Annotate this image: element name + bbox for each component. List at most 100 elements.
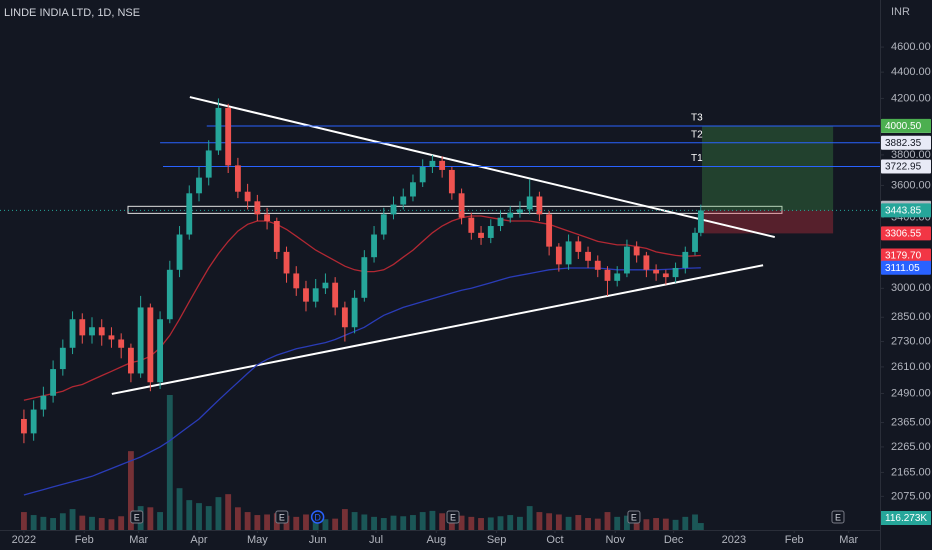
x-tick-label: Jun — [309, 534, 327, 546]
volume-bar — [526, 506, 533, 530]
candle-body — [614, 273, 621, 281]
volume-bar — [546, 513, 553, 530]
x-tick-label: May — [247, 534, 268, 546]
price-label: 3722.95 — [885, 162, 922, 173]
x-tick-label: 2023 — [722, 534, 746, 546]
candle-body — [303, 288, 309, 302]
candle-body — [575, 241, 582, 252]
volume-bar — [692, 514, 698, 530]
price-label: 3179.70 — [885, 251, 922, 262]
volume-bar — [234, 507, 241, 530]
volume-bar — [390, 515, 397, 530]
candle-body — [332, 282, 339, 308]
y-tick-label: 2850.00 — [891, 311, 931, 323]
price-label: 3443.85 — [885, 206, 922, 217]
candle-body — [419, 166, 426, 183]
candle-body — [137, 307, 144, 374]
candle-body — [380, 214, 387, 235]
x-tick-label: Feb — [785, 534, 804, 546]
y-tick-label: 2610.00 — [891, 361, 931, 373]
candle-body — [254, 201, 261, 215]
volume-bar — [643, 519, 650, 530]
candle-body — [478, 232, 484, 238]
event-label: E — [835, 512, 841, 522]
volume-bar — [585, 518, 591, 530]
target-name: T3 — [691, 113, 703, 124]
price-label-box — [881, 203, 931, 218]
volume-bar — [127, 451, 134, 530]
volume-label: 116.273K — [885, 513, 927, 524]
volume-bar — [478, 518, 484, 530]
candle-body — [662, 273, 669, 278]
y-tick-label: 2075.00 — [891, 490, 931, 502]
volume-bar — [653, 518, 660, 530]
candle-body — [196, 177, 202, 194]
volume-bar — [322, 519, 329, 530]
event-marker — [831, 510, 845, 524]
candle-body — [517, 209, 523, 213]
stop-zone — [702, 210, 834, 234]
candle-body — [147, 307, 154, 383]
volume-bar — [147, 507, 154, 530]
volume-bar — [303, 514, 309, 530]
candle-body — [361, 257, 368, 298]
event-marker — [310, 510, 325, 524]
candle-body — [69, 319, 76, 348]
volume-bar — [371, 516, 377, 530]
volume-bar — [351, 512, 358, 530]
volume-bar — [487, 517, 494, 530]
x-tick-label: Sep — [487, 534, 507, 546]
candle-body — [633, 246, 640, 256]
volume-bar — [614, 516, 621, 530]
candle-body — [312, 288, 319, 302]
candle-body — [555, 246, 562, 265]
volume-bar — [332, 518, 339, 530]
candle-body — [186, 193, 193, 235]
x-tick-label: Jul — [369, 534, 383, 546]
volume-bar — [458, 515, 465, 530]
volume-bar — [30, 515, 37, 530]
candle-body — [624, 246, 630, 274]
x-tick-label: Oct — [546, 534, 563, 546]
profit-zone — [702, 125, 834, 211]
candle-body — [643, 255, 650, 270]
event-label: E — [279, 512, 285, 522]
volume-bar — [624, 515, 630, 530]
candle-body — [244, 191, 251, 202]
y-tick-label: 2265.00 — [891, 441, 931, 453]
volume-bar — [186, 500, 193, 530]
candle-body — [672, 267, 679, 278]
trendline — [111, 264, 764, 395]
volume-bar — [361, 514, 368, 530]
volume-bar — [108, 519, 115, 530]
candle-body — [341, 307, 348, 328]
candle-body — [448, 169, 455, 194]
price-label: 4000.50 — [885, 121, 922, 132]
volume-bar — [468, 516, 475, 530]
volume-bar — [662, 518, 669, 530]
candle-body — [536, 196, 543, 215]
volume-bar — [697, 523, 704, 530]
volume-bar — [293, 516, 300, 530]
candle-body — [264, 214, 270, 221]
event-marker — [130, 510, 144, 524]
candle-body — [429, 160, 436, 167]
candle-body — [30, 409, 37, 434]
x-tick-label: Mar — [129, 534, 148, 546]
volume-bar — [380, 518, 387, 530]
volume-bar — [21, 512, 27, 530]
candle-body — [390, 204, 397, 215]
candle-body — [50, 369, 57, 396]
y-tick-label: 2730.00 — [891, 335, 931, 347]
candle-body — [157, 319, 164, 383]
candle-body — [293, 273, 300, 289]
volume-bar — [341, 509, 348, 530]
price-label: 3306.55 — [885, 229, 922, 240]
x-tick-label: Aug — [427, 534, 447, 546]
y-tick-label: 4400.00 — [891, 66, 931, 78]
candle-body — [166, 269, 173, 320]
candle-body — [283, 251, 290, 274]
x-tick-label: Dec — [664, 534, 684, 546]
